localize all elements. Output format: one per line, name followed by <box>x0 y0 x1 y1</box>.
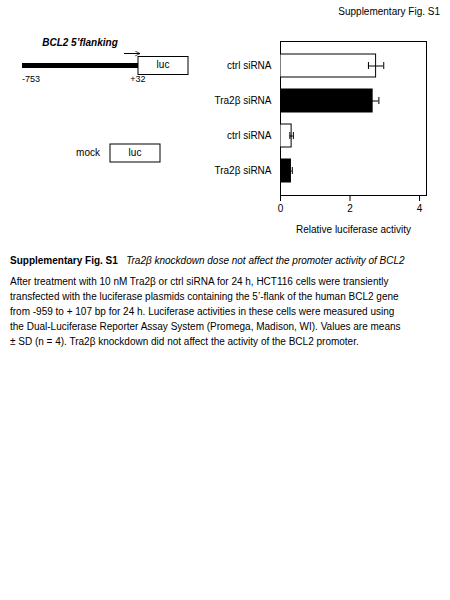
svg-text:+32: +32 <box>130 74 145 84</box>
html-text:Supplementary Fig. S1: Supplementary Fig. S1 <box>10 255 118 266</box>
svg-text:4: 4 <box>417 203 423 214</box>
html-text:Tra2β knockdown dose not affec: Tra2β knockdown dose not affect the prom… <box>126 255 405 266</box>
svg-text:luc: luc <box>157 59 170 70</box>
svg-text:0: 0 <box>278 203 284 214</box>
svg-text:Tra2β siRNA: Tra2β siRNA <box>214 165 271 176</box>
svg-text:ctrl siRNA: ctrl siRNA <box>227 60 272 71</box>
svg-text:Relative luciferase activity: Relative luciferase activity <box>296 224 411 235</box>
svg-text:Tra2β siRNA: Tra2β siRNA <box>214 95 271 106</box>
svg-text:-753: -753 <box>22 74 40 84</box>
svg-text:BCL2 5’flanking: BCL2 5’flanking <box>42 37 118 48</box>
html-text:After treatment with 10 nM Tra: After treatment with 10 nM Tra2β or ctrl… <box>10 276 401 347</box>
svg-text:ctrl siRNA: ctrl siRNA <box>227 130 272 141</box>
svg-text:2: 2 <box>347 203 353 214</box>
svg-text:mock: mock <box>76 147 101 158</box>
svg-text:luc: luc <box>129 147 142 158</box>
html-text:Supplementary Fig. S1: Supplementary Fig. S1 <box>338 6 440 17</box>
